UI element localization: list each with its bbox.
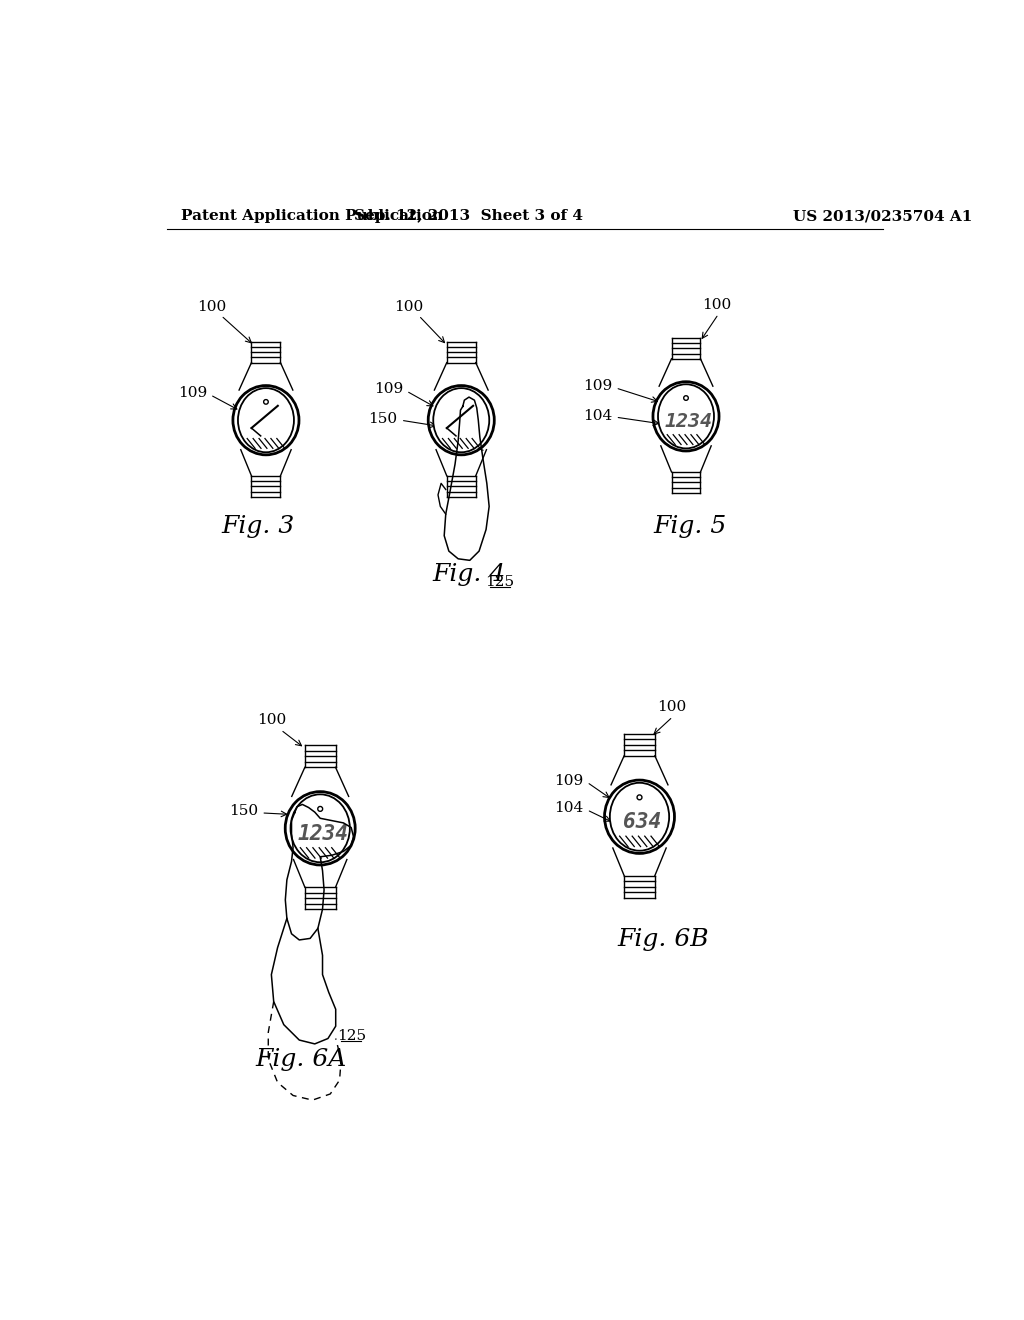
Ellipse shape: [291, 795, 350, 862]
Ellipse shape: [238, 388, 294, 453]
Text: 109: 109: [583, 379, 612, 393]
Text: 1234: 1234: [665, 412, 713, 432]
Text: 100: 100: [657, 701, 687, 714]
Text: Fig. 3: Fig. 3: [221, 515, 295, 539]
Text: 150: 150: [229, 804, 258, 818]
Text: 634: 634: [624, 812, 662, 833]
Text: 100: 100: [394, 300, 423, 314]
Text: Patent Application Publication: Patent Application Publication: [180, 209, 442, 223]
Text: 104: 104: [554, 801, 584, 816]
Text: 100: 100: [257, 714, 286, 727]
Text: 100: 100: [197, 300, 226, 314]
Text: 1234: 1234: [298, 824, 348, 843]
Text: 125: 125: [485, 576, 515, 589]
Text: Fig. 4: Fig. 4: [432, 562, 506, 586]
Text: Fig. 6B: Fig. 6B: [616, 928, 709, 952]
Text: Fig. 5: Fig. 5: [653, 515, 726, 539]
Text: 125: 125: [337, 1030, 366, 1043]
Text: US 2013/0235704 A1: US 2013/0235704 A1: [793, 209, 973, 223]
Text: Sep. 12, 2013  Sheet 3 of 4: Sep. 12, 2013 Sheet 3 of 4: [354, 209, 584, 223]
Text: Fig. 6A: Fig. 6A: [255, 1048, 346, 1071]
Ellipse shape: [610, 783, 669, 850]
Ellipse shape: [658, 384, 714, 449]
Text: 109: 109: [178, 387, 207, 400]
Text: 150: 150: [369, 412, 397, 425]
Text: 100: 100: [702, 298, 731, 312]
Text: 109: 109: [374, 383, 403, 396]
Ellipse shape: [433, 388, 489, 453]
Text: 109: 109: [554, 774, 584, 788]
Text: 104: 104: [583, 409, 612, 422]
